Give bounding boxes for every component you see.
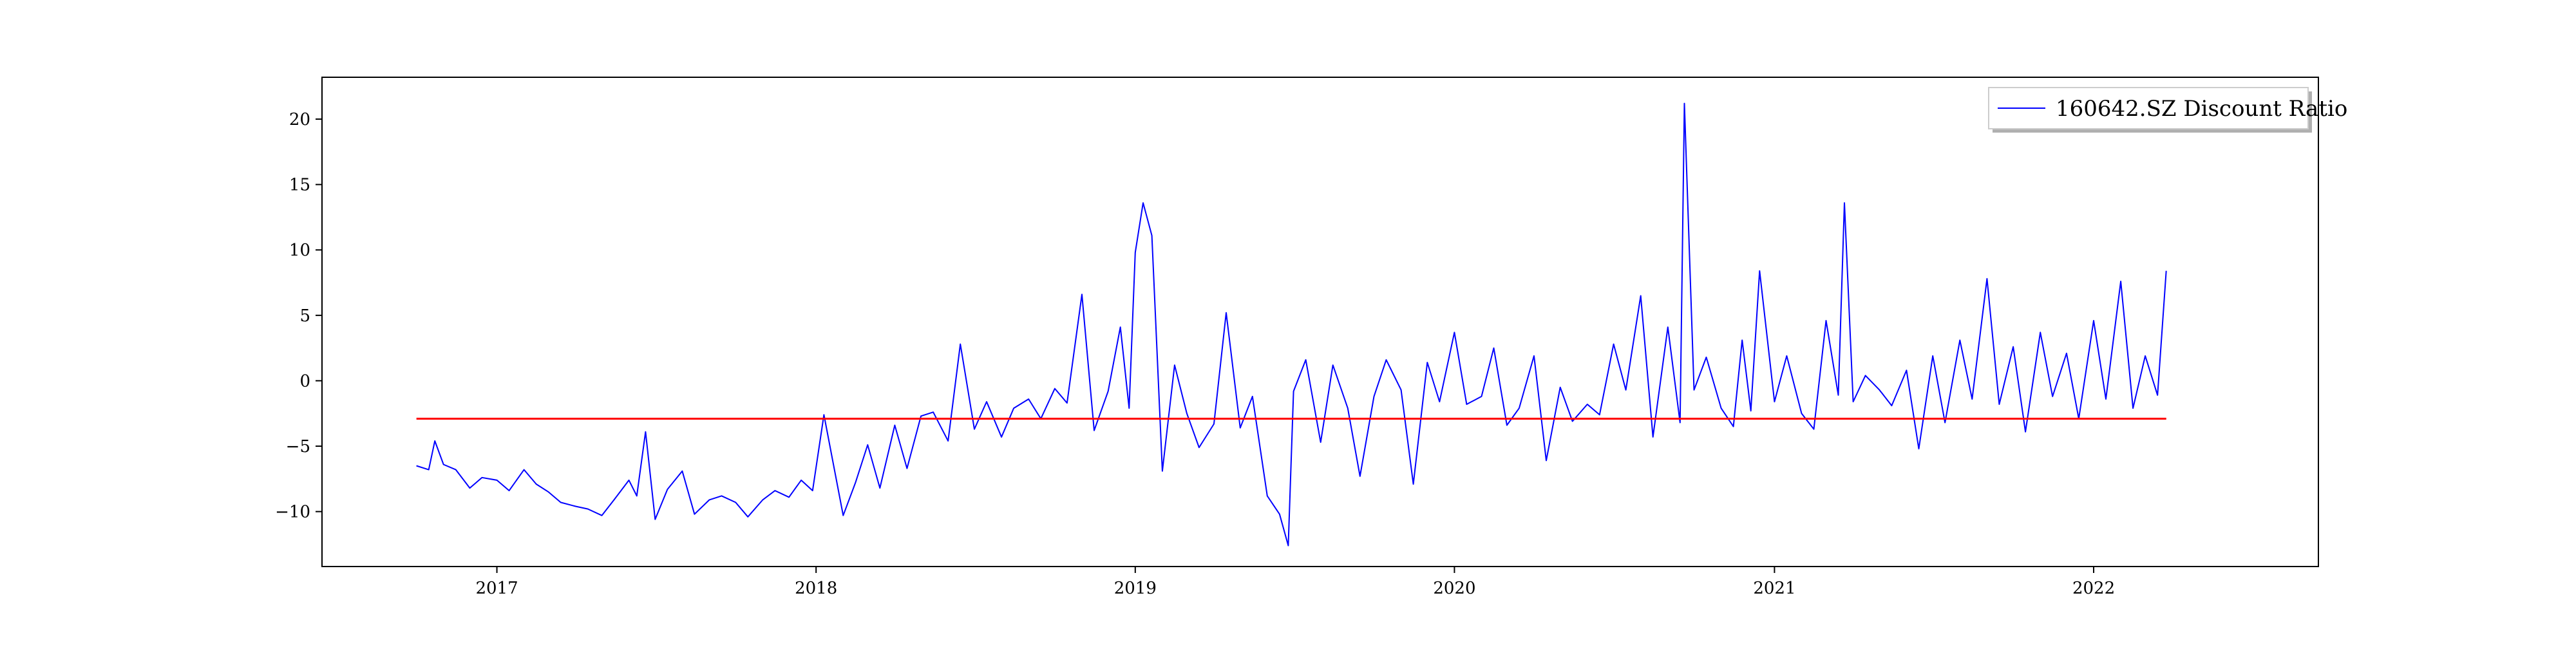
y-tick-label: 5 bbox=[299, 306, 310, 326]
y-tick-label: −5 bbox=[286, 437, 310, 456]
x-tick-label: 2017 bbox=[475, 579, 518, 598]
y-tick-label: −10 bbox=[275, 503, 310, 522]
x-tick-label: 2021 bbox=[1753, 579, 1795, 598]
series-line-discount-ratio bbox=[416, 102, 2167, 547]
y-tick-label: 0 bbox=[299, 371, 310, 391]
series-layer bbox=[416, 102, 2167, 547]
y-tick-label: 10 bbox=[289, 241, 310, 260]
legend-box bbox=[1988, 87, 2309, 129]
y-axis: −10 −5 0 5 10 15 20 bbox=[275, 110, 322, 522]
legend: 160642.SZ Discount Ratio bbox=[1988, 87, 2347, 133]
y-tick-label: 15 bbox=[289, 176, 310, 195]
x-axis: 2017 2018 2019 2020 2021 2022 bbox=[475, 567, 2115, 598]
plot-area-frame bbox=[321, 77, 2319, 567]
legend-label: 160642.SZ Discount Ratio bbox=[2056, 96, 2347, 122]
x-tick-label: 2019 bbox=[1114, 579, 1157, 598]
y-tick-label: 20 bbox=[289, 110, 310, 129]
x-tick-label: 2018 bbox=[795, 579, 837, 598]
x-tick-label: 2020 bbox=[1433, 579, 1475, 598]
x-tick-label: 2022 bbox=[2072, 579, 2115, 598]
